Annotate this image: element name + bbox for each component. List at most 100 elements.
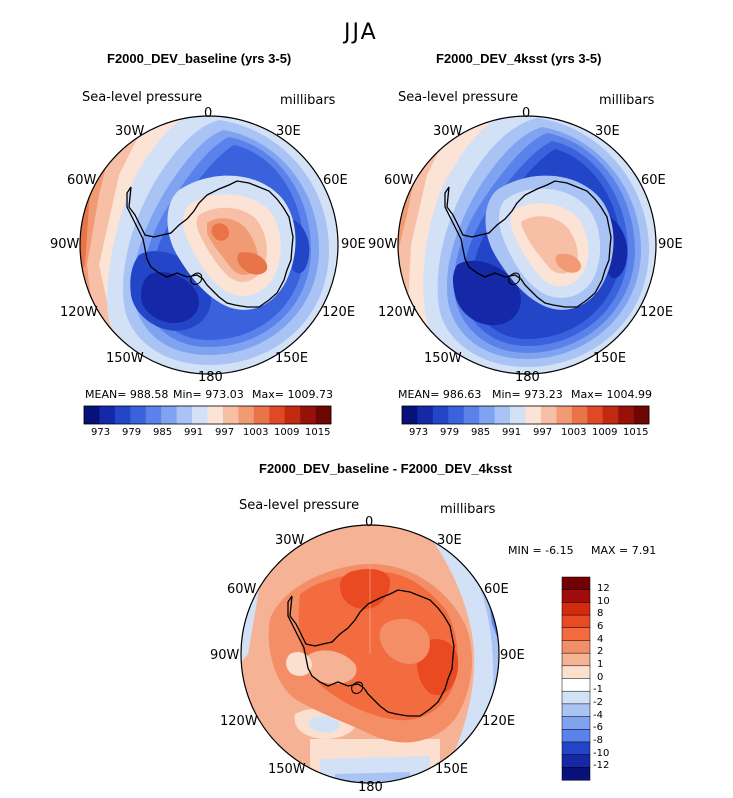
panel-2-cbar-tick-1009: 1009	[592, 427, 618, 438]
panel-2-lon-0: 0	[522, 106, 531, 121]
panel-3-cbar-tick-8: 8	[597, 608, 604, 619]
colorbar-swatch	[176, 406, 193, 424]
panel-3-cbar-tick-m6: -6	[593, 722, 603, 733]
panel-2-variable-label: Sea-level pressure	[398, 90, 519, 105]
colorbar-swatch	[556, 406, 573, 424]
panel-1-cbar-tick-979: 979	[122, 427, 142, 438]
panel-2-lon-150e: 150E	[593, 351, 627, 366]
colorbar-swatch	[130, 406, 147, 424]
panel-1-lon-30e: 30E	[276, 124, 301, 139]
colorbar-swatch	[561, 716, 591, 730]
panel-1-cbar-tick-997: 997	[215, 427, 235, 438]
panel-3-cbar-tick-12: 12	[597, 583, 610, 594]
panel-1-max: Max= 1009.73	[252, 388, 333, 401]
panel-1-lon-180: 180	[198, 370, 223, 385]
colorbar-swatch	[561, 741, 591, 756]
panel-1-cbar-tick-985: 985	[153, 427, 173, 438]
panel-3-cbar-tick-1: 1	[597, 659, 604, 670]
panel-2-lon-60w: 60W	[384, 173, 414, 188]
colorbar-swatch	[315, 406, 332, 424]
panel-2-cbar-tick-1003: 1003	[561, 427, 587, 438]
panel-2-lon-180: 180	[515, 370, 540, 385]
panel-3-map	[240, 524, 500, 784]
colorbar-swatch	[561, 627, 591, 641]
colorbar-swatch	[161, 406, 177, 424]
panel-3-lon-150e: 150E	[435, 762, 469, 777]
panel-1-map	[79, 115, 339, 375]
panel-1-lon-150w: 150W	[106, 351, 144, 366]
panel-2-cbar-tick-973: 973	[409, 427, 429, 438]
panel-3-colorbar	[561, 576, 591, 781]
panel-1-lon-30w: 30W	[115, 124, 145, 139]
panel-2-lon-90e: 90E	[658, 237, 683, 252]
colorbar-swatch	[114, 406, 131, 424]
panel-2-lon-90w: 90W	[368, 237, 398, 252]
panel-1-cbar-tick-1015: 1015	[305, 427, 331, 438]
panel-3-lon-120e: 120E	[482, 714, 516, 729]
panel-3-lon-180: 180	[358, 780, 383, 795]
colorbar-border	[401, 405, 650, 425]
colorbar-swatch	[561, 767, 591, 781]
colorbar-swatch	[417, 406, 434, 424]
panel-3-title: F2000_DEV_baseline - F2000_DEV_4ksst	[259, 461, 512, 476]
colorbar-swatch	[479, 406, 495, 424]
panel-3-cbar-tick-10: 10	[597, 596, 610, 607]
panel-3-lon-90w: 90W	[210, 648, 240, 663]
panel-2-colorbar	[401, 405, 650, 425]
panel-3-lon-30w: 30W	[275, 533, 305, 548]
panel-2-map	[397, 115, 657, 375]
colorbar-swatch	[402, 406, 418, 424]
colorbar-swatch	[494, 406, 511, 424]
panel-1-cbar-tick-973: 973	[91, 427, 111, 438]
panel-1-mean: MEAN= 988.58	[85, 388, 169, 401]
colorbar-swatch	[561, 690, 591, 705]
colorbar-swatch	[633, 406, 650, 424]
panel-3-variable-label: Sea-level pressure	[239, 498, 360, 513]
panel-1-min: Min= 973.03	[173, 388, 244, 401]
panel-1-lon-120e: 120E	[322, 305, 356, 320]
colorbar-swatch	[284, 406, 301, 424]
panel-3-cbar-tick-m1: -1	[593, 684, 603, 695]
panel-3-max: MAX = 7.91	[591, 544, 657, 557]
panel-1-cbar-tick-1003: 1003	[243, 427, 269, 438]
colorbar-swatch	[525, 406, 542, 424]
panel-3-cbar-tick-0: 0	[597, 672, 604, 683]
panel-2-lon-120e: 120E	[640, 305, 674, 320]
panel-2-lon-120w: 120W	[378, 305, 416, 320]
panel-3-units-label: millibars	[440, 502, 496, 517]
colorbar-swatch	[618, 406, 634, 424]
panel-3-cbar-tick-6: 6	[597, 621, 604, 632]
panel-1-lon-60e: 60E	[323, 173, 348, 188]
panel-1-lon-60w: 60W	[67, 173, 97, 188]
colorbar-border	[83, 405, 332, 425]
colorbar-swatch	[561, 602, 591, 616]
panel-2-lon-30w: 30W	[433, 124, 463, 139]
panel-1-variable-label: Sea-level pressure	[82, 90, 203, 105]
panel-1-lon-120w: 120W	[60, 305, 98, 320]
colorbar-swatch	[561, 589, 591, 603]
colorbar-swatch	[192, 406, 208, 424]
colorbar-swatch	[432, 406, 449, 424]
panel-1-lon-90e: 90E	[341, 237, 366, 252]
colorbar-swatch	[222, 406, 239, 424]
panel-2-max: Max= 1004.99	[571, 388, 652, 401]
colorbar-swatch	[561, 754, 591, 768]
colorbar-swatch	[448, 406, 465, 424]
panel-2-min: Min= 973.23	[492, 388, 563, 401]
colorbar-swatch	[561, 665, 591, 680]
colorbar-swatch	[300, 406, 316, 424]
colorbar-swatch	[99, 406, 116, 424]
panel-3-lon-60w: 60W	[227, 582, 257, 597]
colorbar-swatch	[561, 652, 591, 667]
colorbar-swatch	[561, 678, 591, 692]
colorbar-swatch	[145, 406, 162, 424]
colorbar-swatch	[561, 576, 591, 591]
colorbar-swatch	[571, 406, 588, 424]
colorbar-swatch	[561, 729, 591, 743]
panel-3-lon-60e: 60E	[484, 582, 509, 597]
panel-3-cbar-tick-m10: -10	[593, 748, 610, 759]
colorbar-swatch	[238, 406, 255, 424]
colorbar-swatch	[561, 703, 591, 718]
panel-3-cbar-tick-m8: -8	[593, 735, 603, 746]
panel-1-units-label: millibars	[280, 93, 336, 108]
